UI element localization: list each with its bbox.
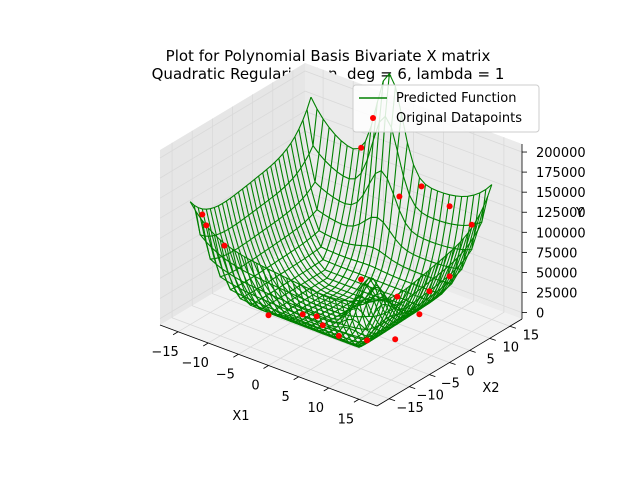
x-gridline <box>207 81 354 344</box>
surface-line-y <box>298 128 481 271</box>
legend-label-original-datapoints: Original Datapoints <box>396 111 522 126</box>
legend-label-predicted-function: Predicted Function <box>396 91 516 106</box>
datapoint <box>299 311 306 318</box>
y-axis-label: X2 <box>482 381 499 396</box>
datapoint <box>468 221 475 228</box>
x-gridline <box>358 137 505 400</box>
z-tick-label: 75000 <box>536 246 577 261</box>
datapoint <box>392 336 399 343</box>
datapoint <box>416 311 423 318</box>
y-gridline <box>191 130 410 388</box>
z-tick-label: 50000 <box>536 266 577 281</box>
legend-box <box>352 84 540 133</box>
x-tick-mark <box>263 365 269 369</box>
datapoint <box>265 312 272 319</box>
y-tick-label: −10 <box>417 389 444 404</box>
x-tick-label: −15 <box>151 345 178 360</box>
y-tick-label: 5 <box>486 352 494 367</box>
y-tick-label: 0 <box>466 365 474 380</box>
datapoint <box>203 222 210 229</box>
datapoint <box>418 183 425 190</box>
legend: Predicted Function Original Datapoints <box>352 84 540 133</box>
x-tick-label: −10 <box>182 356 209 371</box>
z-tick-label: 125000 <box>536 206 586 221</box>
surface-line-y <box>306 109 489 227</box>
z-gridline <box>159 110 523 199</box>
y-tick-mark <box>469 350 476 353</box>
datapoint <box>396 193 403 200</box>
legend-dot-marker <box>370 115 376 121</box>
x-tick-mark <box>233 353 239 358</box>
chart-title-line-1: Plot for Polynomial Basis Bivariate X ma… <box>166 47 491 65</box>
datapoint <box>394 293 401 300</box>
datapoint <box>319 322 326 329</box>
y-tick-mark <box>509 325 517 329</box>
x-gridline <box>177 69 324 333</box>
z-tick-label: 0 <box>536 307 544 322</box>
datapoint <box>313 313 320 320</box>
z-tick-label: 175000 <box>536 166 586 181</box>
z-axis-label: Y <box>575 206 584 221</box>
original-datapoints <box>199 144 475 344</box>
x-tick-label: 5 <box>281 390 289 405</box>
x-tick-label: 15 <box>338 412 355 427</box>
y-gridline <box>211 118 430 375</box>
x-gridline <box>328 126 475 389</box>
z-gridline <box>159 90 523 179</box>
x-tick-mark <box>323 387 329 392</box>
datapoint <box>358 276 365 283</box>
y-tick-mark <box>388 398 396 402</box>
x-gridline <box>238 92 384 355</box>
datapoint <box>199 211 206 218</box>
y-tick-mark <box>429 374 436 377</box>
y-tick-label: −5 <box>441 377 460 392</box>
y-tick-label: −15 <box>396 401 423 416</box>
x-tick-mark <box>172 331 179 336</box>
datapoint <box>446 203 453 210</box>
z-tick-label: 150000 <box>536 186 586 201</box>
y-tick-mark <box>449 362 456 365</box>
datapoint <box>426 288 433 295</box>
y-gridline <box>171 142 390 400</box>
surface-line-y <box>302 119 485 251</box>
datapoint <box>446 273 453 280</box>
surface-line-y <box>294 136 477 285</box>
axes-ticks: −15−10−5051015−15−10−5051015025000500007… <box>151 146 585 427</box>
z-tick-label: 25000 <box>536 287 577 302</box>
z-tick-label: 100000 <box>536 226 586 241</box>
datapoint <box>358 144 365 151</box>
datapoint <box>364 337 370 344</box>
y-tick-mark <box>489 337 496 341</box>
datapoint <box>221 242 228 249</box>
surface-line-y <box>290 143 473 295</box>
x-tick-label: −5 <box>216 367 235 382</box>
x-tick-mark <box>293 376 299 381</box>
y-tick-mark <box>409 386 416 390</box>
surface-line-y <box>193 205 376 318</box>
y-tick-label: 15 <box>523 328 540 343</box>
x-tick-mark <box>203 342 209 347</box>
x-tick-label: 0 <box>251 379 259 394</box>
y-tick-label: 10 <box>503 340 520 355</box>
datapoint <box>335 332 342 339</box>
x-axis-label: X1 <box>232 409 249 424</box>
surface-line-y <box>189 201 372 302</box>
x-tick-label: 10 <box>308 401 325 416</box>
x-tick-mark <box>353 398 360 403</box>
surface-line-y <box>286 148 469 303</box>
z-tick-label: 200000 <box>536 146 586 161</box>
